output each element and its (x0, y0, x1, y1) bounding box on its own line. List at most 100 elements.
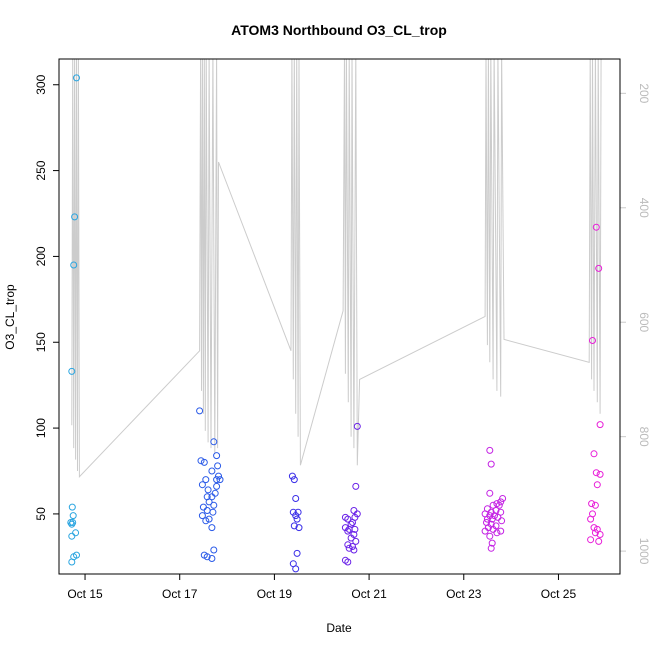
data-point (486, 532, 494, 540)
data-point (344, 558, 352, 566)
data-point (596, 470, 604, 478)
data-point (208, 555, 216, 562)
data-point (202, 476, 210, 484)
data-point (497, 508, 505, 516)
data-point (347, 534, 355, 542)
data-point (203, 507, 211, 514)
data-point (486, 489, 494, 497)
data-point (208, 524, 216, 532)
data-point (209, 508, 217, 516)
data-point (70, 261, 78, 269)
data-point (205, 498, 213, 506)
data-point (213, 476, 221, 484)
altitude-trace-line (71, 59, 602, 478)
data-point (589, 337, 596, 344)
chart-title: ATOM3 Northbound O3_CL_trop (231, 22, 447, 38)
data-point (295, 524, 303, 532)
series-5 (481, 446, 507, 552)
data-point (588, 500, 596, 508)
data-point (205, 515, 213, 523)
x-tick-label: Oct 23 (446, 587, 482, 601)
data-point (293, 515, 301, 523)
data-point (349, 519, 356, 526)
data-point (590, 450, 598, 458)
data-point (71, 213, 79, 221)
data-point (491, 512, 498, 520)
y-tick-label: 200 (34, 246, 48, 266)
data-point (595, 264, 603, 272)
data-point (492, 507, 500, 514)
data-point (349, 543, 356, 550)
data-point (591, 529, 599, 537)
data-point (486, 512, 494, 520)
data-point (210, 501, 218, 509)
data-point (216, 476, 224, 484)
data-point (591, 501, 599, 509)
secondary-tick-label: 800 (637, 427, 650, 447)
data-point (215, 472, 222, 480)
y-tick-label: 250 (34, 160, 48, 180)
series-1 (67, 74, 80, 566)
data-point (595, 537, 603, 545)
data-point (352, 482, 360, 490)
data-point (290, 522, 298, 530)
secondary-tick-label: 1000 (637, 538, 650, 565)
data-point (593, 481, 601, 489)
y-tick-label: 150 (34, 332, 48, 352)
data-point (350, 546, 358, 554)
data-point (487, 460, 495, 468)
data-point (344, 515, 352, 523)
data-point (211, 489, 219, 497)
data-point (198, 512, 206, 520)
data-point (67, 519, 75, 526)
data-point (290, 476, 298, 484)
secondary-tick-label: 200 (637, 83, 650, 103)
data-point (293, 549, 301, 557)
y-tick-label: 100 (34, 418, 48, 438)
data-point (208, 467, 216, 475)
data-point (495, 501, 503, 509)
data-point (197, 457, 205, 465)
x-tick-label: Oct 21 (351, 587, 387, 601)
data-point (68, 367, 76, 375)
data-point (344, 527, 352, 535)
data-point (68, 503, 76, 511)
data-point (493, 529, 501, 537)
data-point (351, 525, 359, 533)
x-tick-label: Oct 19 (257, 587, 293, 601)
data-point (68, 520, 76, 528)
data-points-layer (67, 74, 604, 573)
data-point (488, 515, 496, 523)
secondary-tick-label: 400 (637, 198, 650, 218)
data-point (353, 422, 361, 430)
data-point (202, 517, 210, 525)
data-point (73, 74, 80, 82)
data-point (69, 512, 77, 520)
data-point (198, 481, 206, 489)
series-3 (288, 472, 303, 573)
y-tick-label: 50 (34, 507, 48, 521)
x-tick-label: Oct 17 (162, 587, 198, 601)
data-point (196, 407, 204, 415)
x-tick-label: Oct 25 (541, 587, 577, 601)
x-tick-label: Oct 15 (67, 587, 103, 601)
data-point (213, 482, 221, 490)
plot-frame (58, 58, 621, 575)
data-point (353, 510, 361, 518)
series-2 (196, 407, 224, 562)
data-point (210, 438, 218, 446)
data-point (488, 539, 496, 547)
axes-layer: 50 100 150 200 250 300 Oct 15 Oct 17 Oct 19 Oct 2… (34, 74, 650, 601)
data-point (292, 495, 300, 502)
data-point (497, 527, 505, 535)
data-point (587, 515, 595, 523)
altitude-trace-layer (71, 59, 602, 478)
data-point (497, 498, 505, 506)
data-point (592, 223, 600, 231)
data-point (487, 544, 495, 552)
data-point (200, 458, 208, 466)
data-point (499, 495, 507, 502)
data-point (68, 532, 76, 540)
data-point (483, 515, 491, 523)
